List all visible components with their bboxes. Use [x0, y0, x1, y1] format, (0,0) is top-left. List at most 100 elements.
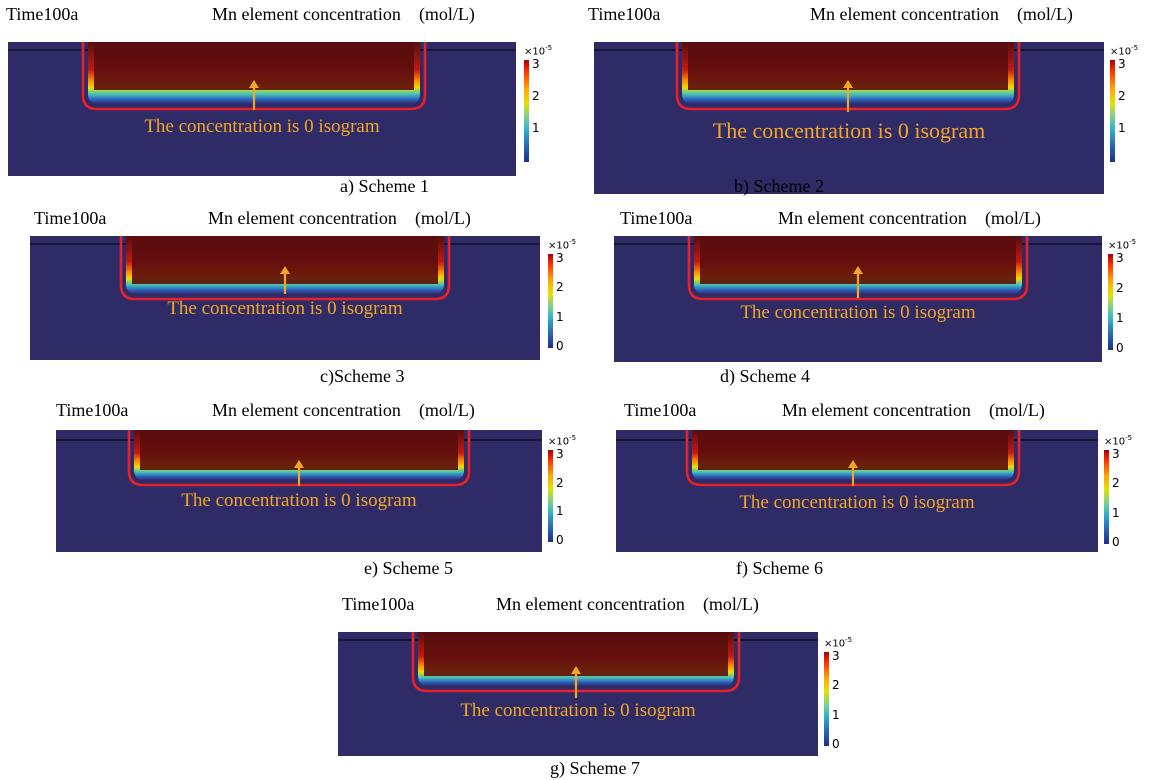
colorbar-tick-label: 1: [1118, 121, 1126, 135]
panel-scheme-2: Time100a Mn element concentration (mol/L)…: [582, 0, 1158, 200]
colorbar-tick-label: 3: [556, 447, 564, 461]
colorbar: ×10-5 3 2 1: [524, 44, 574, 168]
colorbar-tick-label: 2: [1116, 281, 1124, 295]
colorbar-tick-label: 3: [556, 251, 564, 265]
unit-label: (mol/L): [702, 594, 759, 614]
panel-caption: f) Scheme 6: [736, 558, 823, 578]
colorbar-tick-label: 1: [556, 309, 564, 324]
unit-label: (mol/L): [418, 400, 475, 420]
panel-caption: a) Scheme 1: [340, 176, 429, 196]
unit-label: (mol/L): [984, 208, 1041, 228]
isogram-annotation: The concentration is 0 isogram: [144, 116, 380, 137]
concentration-plot: [594, 42, 1104, 194]
panel-caption: e) Scheme 5: [364, 558, 453, 578]
isogram-annotation: The concentration is 0 isogram: [712, 118, 986, 143]
time-label: Time100a: [624, 400, 697, 420]
trench-fill: [688, 42, 1008, 90]
panel-header: Time100a Mn element concentration (mol/L): [614, 204, 1158, 234]
colorbar: ×10-5 3 2 1 0: [548, 238, 588, 354]
zero-isoline: [119, 236, 451, 301]
panel-header: Time100a Mn element concentration (mol/L): [30, 204, 590, 234]
colorbar: ×10-5 3 2 1 0: [824, 636, 854, 752]
panel-caption: c)Scheme 3: [320, 366, 405, 386]
annotation-arrow-head: [571, 666, 581, 674]
concentration-plot: [8, 42, 516, 176]
panel-title: Mn element concentration (mol/L): [496, 594, 759, 615]
panel-title: Mn element concentration (mol/L): [212, 400, 475, 421]
plot-canvas: [30, 236, 540, 301]
colorbar-tick-label: 2: [556, 280, 564, 295]
colorbar-tick-label: 2: [556, 475, 564, 490]
colorbar-tick-label: 1: [532, 121, 540, 135]
panel-scheme-3: Time100a Mn element concentration (mol/L)…: [30, 204, 590, 390]
colorbar-gradient: [1104, 450, 1109, 544]
panel-title: Mn element concentration (mol/L): [782, 400, 1045, 421]
colorbar-tick-label: 3: [1116, 251, 1124, 265]
panel-header: Time100a Mn element concentration (mol/L): [56, 396, 576, 426]
colorbar-gradient: [524, 60, 529, 162]
panel-scheme-4: Time100a Mn element concentration (mol/L)…: [614, 204, 1158, 390]
colorbar-tick-label: 2: [1112, 476, 1120, 491]
plot-canvas: [338, 632, 818, 698]
title-text: Mn element concentration: [212, 400, 401, 420]
trench-fill: [94, 42, 414, 90]
colorbar-tick-label: 1: [1116, 311, 1124, 325]
panel-title: Mn element concentration (mol/L): [778, 208, 1041, 229]
concentration-plot: [616, 430, 1098, 552]
panel-caption: b) Scheme 2: [734, 176, 824, 196]
isogram-annotation: The concentration is 0 isogram: [181, 490, 417, 511]
colorbar-gradient: [1110, 60, 1115, 162]
colorbar-gradient: [548, 450, 553, 542]
title-text: Mn element concentration: [212, 4, 401, 24]
panel-title: Mn element concentration (mol/L): [208, 208, 471, 229]
panel-caption: d) Scheme 4: [720, 366, 810, 386]
plot-canvas: [8, 42, 516, 111]
colorbar: ×10-5 3 2 1: [1110, 44, 1156, 168]
colorbar-gradient: [548, 254, 553, 348]
colorbar-tick-label: 0: [832, 737, 840, 751]
title-text: Mn element concentration: [778, 208, 967, 228]
colorbar-tick-label: 1: [1112, 505, 1120, 520]
colorbar-tick-label: 0: [1116, 341, 1124, 355]
panel-scheme-7: Time100a Mn element concentration (mol/L)…: [338, 590, 858, 780]
panel-scheme-5: Time100a Mn element concentration (mol/L)…: [56, 396, 576, 584]
colorbar: ×10-5 3 2 1 0: [1108, 238, 1148, 356]
panel-caption: g) Scheme 7: [550, 758, 640, 778]
isogram-annotation: The concentration is 0 isogram: [167, 298, 403, 319]
time-label: Time100a: [34, 208, 107, 228]
annotation-arrow-head: [843, 80, 853, 88]
colorbar-multiplier: ×10-5: [1104, 434, 1133, 448]
trench-fill: [140, 430, 458, 470]
concentration-plot: [30, 236, 540, 360]
panel-header: Time100a Mn element concentration (mol/L): [0, 0, 580, 30]
plot-canvas: [56, 430, 542, 487]
colorbar-tick-label: 3: [832, 649, 840, 663]
trench-fill: [698, 430, 1008, 470]
isogram-annotation: The concentration is 0 isogram: [740, 302, 976, 323]
panel-scheme-6: Time100a Mn element concentration (mol/L)…: [616, 396, 1158, 584]
panel-header: Time100a Mn element concentration (mol/L): [582, 0, 1158, 30]
panel-title: Mn element concentration (mol/L): [212, 4, 475, 25]
colorbar-tick-label: 0: [556, 339, 564, 353]
colorbar-tick-label: 1: [832, 707, 840, 722]
panel-title: Mn element concentration (mol/L): [810, 4, 1073, 25]
time-label: Time100a: [620, 208, 693, 228]
time-label: Time100a: [56, 400, 129, 420]
panel-header: Time100a Mn element concentration (mol/L): [616, 396, 1158, 426]
colorbar-tick-label: 0: [1112, 535, 1120, 549]
unit-label: (mol/L): [1016, 4, 1073, 24]
isogram-annotation: The concentration is 0 isogram: [739, 492, 975, 513]
isogram-annotation: The concentration is 0 isogram: [460, 700, 696, 721]
zero-isoline: [687, 236, 1029, 301]
colorbar-tick-label: 3: [532, 57, 540, 71]
concentration-plot: [338, 632, 818, 756]
panel-scheme-1: Time100a Mn element concentration (mol/L)…: [0, 0, 580, 200]
title-text: Mn element concentration: [208, 208, 397, 228]
annotation-arrow-head: [294, 460, 304, 468]
colorbar-multiplier: ×10-5: [1108, 238, 1137, 252]
plot-canvas: [594, 42, 1104, 112]
concentration-plot: [56, 430, 542, 552]
annotation-arrow-head: [280, 266, 290, 274]
annotation-arrow-head: [249, 80, 259, 88]
colorbar-tick-label: 3: [1112, 447, 1120, 461]
